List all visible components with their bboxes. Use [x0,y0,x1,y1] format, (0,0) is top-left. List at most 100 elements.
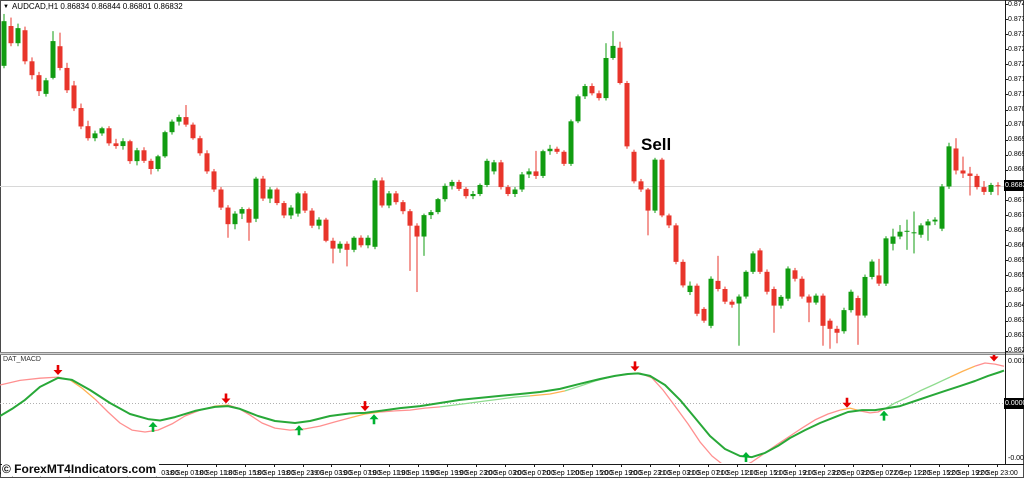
time-axis-label: 22 Sep 19:00 [947,470,989,477]
time-axis-tick [216,464,217,467]
price-axis-tick [1005,306,1008,307]
signal-line-segment [69,379,96,400]
time-axis-tick [824,464,825,467]
price-axis-tick [1005,94,1008,95]
time-axis-tick [389,464,390,467]
price-axis-label: 0.87335 [1008,31,1024,38]
signal-line-segment [349,411,381,419]
price-axis-tick [1005,275,1008,276]
buy-arrow-icon [369,414,379,425]
sell-arrow-icon [989,355,999,362]
price-axis-tick [1005,245,1008,246]
price-axis-label: 0.86585 [1008,257,1024,264]
time-axis-tick [737,464,738,467]
time-axis-tick [187,464,188,467]
time-axis-label: 19 Sep 03:00 [310,470,352,477]
price-axis-label: 0.86685 [1008,227,1024,234]
time-axis-label: 19 Sep 23:00 [455,470,497,477]
time-axis-tick [447,464,448,467]
price-axis-tick [1005,351,1008,352]
sell-arrow-icon [360,401,370,412]
time-axis-label: 18 Sep 15:00 [224,470,266,477]
sell-arrow-icon [53,365,63,376]
price-axis-tick [1005,79,1008,80]
price-axis-tick [1005,155,1008,156]
price-axis-label: 0.86735 [1008,212,1024,219]
time-axis-tick [245,464,246,467]
price-axis-label: 0.87035 [1008,121,1024,128]
time-axis-tick [331,464,332,467]
time-axis-label: 22 Sep 11:00 [889,470,931,477]
time-axis-tick [476,464,477,467]
price-axis-label: 0.86935 [1008,151,1024,158]
price-axis-label: 0.86535 [1008,272,1024,279]
price-axis-tick [1005,260,1008,261]
time-axis-label: 21 Sep 11:00 [716,470,758,477]
indicator-pane[interactable] [0,352,1005,468]
time-axis-tick [274,464,275,467]
price-axis-label: 0.86285 [1008,347,1024,354]
indicator-min-label: -0.0023 [1008,455,1024,462]
time-axis-tick [360,464,361,467]
indicator-main-line [0,369,1005,459]
main-price-pane[interactable] [0,13,1005,349]
time-axis-label: 20 Sep 03:00 [484,470,526,477]
buy-arrow-icon [741,452,751,462]
time-axis-label: 21 Sep 07:00 [687,470,729,477]
price-axis-label: 0.86985 [1008,136,1024,143]
price-axis-line [1005,0,1006,464]
price-axis-tick [1005,110,1008,111]
time-axis-label: 18 Sep 23:00 [282,470,324,477]
price-axis-tick [1005,291,1008,292]
price-axis-tick [1005,140,1008,141]
signal-line-segment [94,398,201,433]
time-axis-line [0,464,1024,465]
time-axis-label: 19 Sep 19:00 [426,470,468,477]
price-axis-tick [1005,336,1008,337]
price-axis-tick [1005,49,1008,50]
time-axis-tick [939,464,940,467]
price-axis-tick [1005,230,1008,231]
price-axis-tick [1005,321,1008,322]
sell-arrow-icon [630,361,640,372]
time-axis-tick [708,464,709,467]
time-axis-tick [534,464,535,467]
time-axis-tick [679,464,680,467]
time-axis-tick [968,464,969,467]
chart-title: ▼ AUDCAD,H1 0.86834 0.86844 0.86801 0.868… [3,2,183,11]
chart-dropdown-icon[interactable]: ▼ [3,4,9,10]
price-axis-tick [1005,200,1008,201]
signal-line-segment [639,372,841,463]
price-axis-tick [1005,215,1008,216]
time-axis-label: 21 Sep 19:00 [774,470,816,477]
time-axis-label: 20 Sep 07:00 [513,470,555,477]
price-axis-tick [1005,170,1008,171]
time-axis-tick [505,464,506,467]
time-axis-tick [795,464,796,467]
price-axis-label: 0.86435 [1008,302,1024,309]
time-axis-label: 22 Sep 07:00 [861,470,903,477]
price-axis-label: 0.86885 [1008,166,1024,173]
time-axis-label: 21 Sep 23:00 [803,470,845,477]
time-axis-tick [592,464,593,467]
price-axis-label: 0.86785 [1008,197,1024,204]
time-axis-label: 21 Sep 15:00 [745,470,787,477]
signal-line-segment [227,404,351,431]
time-axis-label: 21 Sep 03:00 [658,470,700,477]
price-axis-tick [1005,34,1008,35]
time-axis-tick [997,464,998,467]
price-axis-label: 0.87435 [1008,1,1024,8]
sell-arrow-icon [221,393,231,404]
price-axis-label: 0.86635 [1008,242,1024,249]
time-axis-label: 19 Sep 15:00 [397,470,439,477]
time-axis-tick [853,464,854,467]
candlesticks [1,13,1001,349]
pane-separator[interactable] [0,352,1024,355]
chart-title-text: AUDCAD,H1 0.86834 0.86844 0.86801 0.8683… [11,2,183,11]
price-axis-label: 0.87185 [1008,76,1024,83]
time-axis-tick [418,464,419,467]
price-axis-label: 0.87085 [1008,106,1024,113]
time-axis-label: 20 Sep 19:00 [600,470,642,477]
